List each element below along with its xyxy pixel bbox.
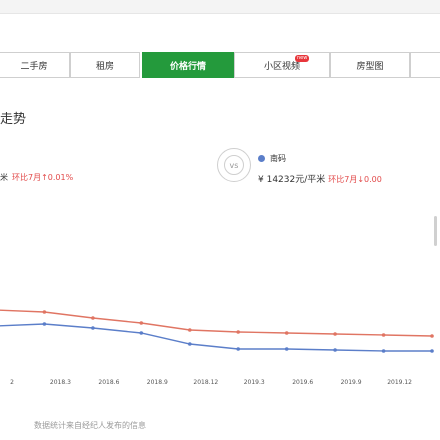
right-name: 南码 [270, 154, 286, 163]
series-point-1-5[interactable] [236, 347, 240, 351]
x-tick-label: 2019.12 [387, 379, 412, 386]
tab-price-trend[interactable]: 价格行情 [142, 52, 234, 78]
top-strip [0, 0, 440, 14]
x-tick-label: 2018.9 [147, 379, 168, 386]
x-tick-label: 2019.3 [244, 379, 265, 386]
series-point-0-7[interactable] [333, 332, 337, 336]
x-tick-label: 2019.9 [341, 379, 362, 386]
series-point-0-8[interactable] [381, 333, 386, 337]
left-mom: 环比7月↑0.01% [12, 173, 74, 182]
tab-community-video[interactable]: 小区视频 new [234, 52, 330, 78]
price-trend-chart: 2 2018.3 2018.6 2018.9 2018.12 2019.3 2019.6 20… [0, 309, 434, 386]
compare-right-legend: 南码 [258, 153, 286, 164]
tab-rent[interactable]: 租房 [70, 52, 140, 78]
series-point-1-4[interactable] [188, 342, 192, 346]
tab-floor-plan-label: 房型图 [356, 61, 384, 72]
series-point-1-1[interactable] [42, 322, 47, 326]
right-price-line: ¥ 14232元/平米 环比7月↓0.00 [258, 172, 382, 185]
tab-more[interactable] [410, 52, 440, 78]
vs-button[interactable]: vs [224, 155, 244, 175]
section-title: 走势 [0, 112, 27, 127]
series-point-1-2[interactable] [91, 326, 95, 330]
x-tick-label: 2019.6 [292, 379, 313, 386]
right-price: ¥ 14232元/平米 [258, 175, 326, 185]
vs-label: vs [229, 160, 239, 170]
vs-outer-ring [217, 148, 251, 182]
tab-community-video-label: 小区视频 [263, 61, 300, 72]
series-point-0-6[interactable] [284, 331, 289, 335]
x-tick-label: 2018.12 [193, 379, 218, 386]
tab-second-hand-label: 二手房 [20, 61, 48, 72]
source-note: 数据统计来自经纪人发布的信息 [34, 421, 146, 430]
series-point-0-5[interactable] [236, 330, 240, 334]
new-badge: new [295, 55, 310, 62]
x-tick-label: 2018.6 [98, 379, 119, 386]
series-point-0-2[interactable] [91, 316, 95, 320]
tab-second-hand[interactable]: 二手房 [0, 52, 70, 78]
tab-rent-label: 租房 [95, 61, 114, 72]
scrollbar[interactable] [434, 216, 437, 246]
series-point-0-4[interactable] [188, 328, 192, 332]
series-point-1-9[interactable] [430, 349, 434, 353]
series-point-0-3[interactable] [139, 321, 144, 325]
series-point-1-6[interactable] [284, 347, 289, 351]
series-point-0-9[interactable] [430, 334, 434, 338]
x-tick-label: 2 [10, 379, 14, 386]
series-line-1 [0, 323, 432, 352]
compare-left-summary: 米环比7月↑0.01% [0, 172, 73, 183]
tab-floor-plan[interactable]: 房型图 [330, 52, 410, 78]
tab-bar: 二手房 租房 价格行情 小区视频 new 房型图 [0, 52, 440, 78]
left-unit: 米 [0, 173, 8, 182]
tab-price-trend-label: 价格行情 [169, 61, 206, 72]
series-line-0 [0, 309, 433, 337]
x-tick-label: 2018.3 [50, 379, 71, 386]
right-mom: 环比7月↓0.00 [328, 175, 382, 184]
series-point-1-7[interactable] [333, 348, 337, 352]
series-point-1-3[interactable] [139, 331, 144, 335]
series-point-1-8[interactable] [381, 349, 386, 353]
blue-dot-icon [258, 155, 265, 162]
series-point-0-1[interactable] [42, 310, 47, 314]
